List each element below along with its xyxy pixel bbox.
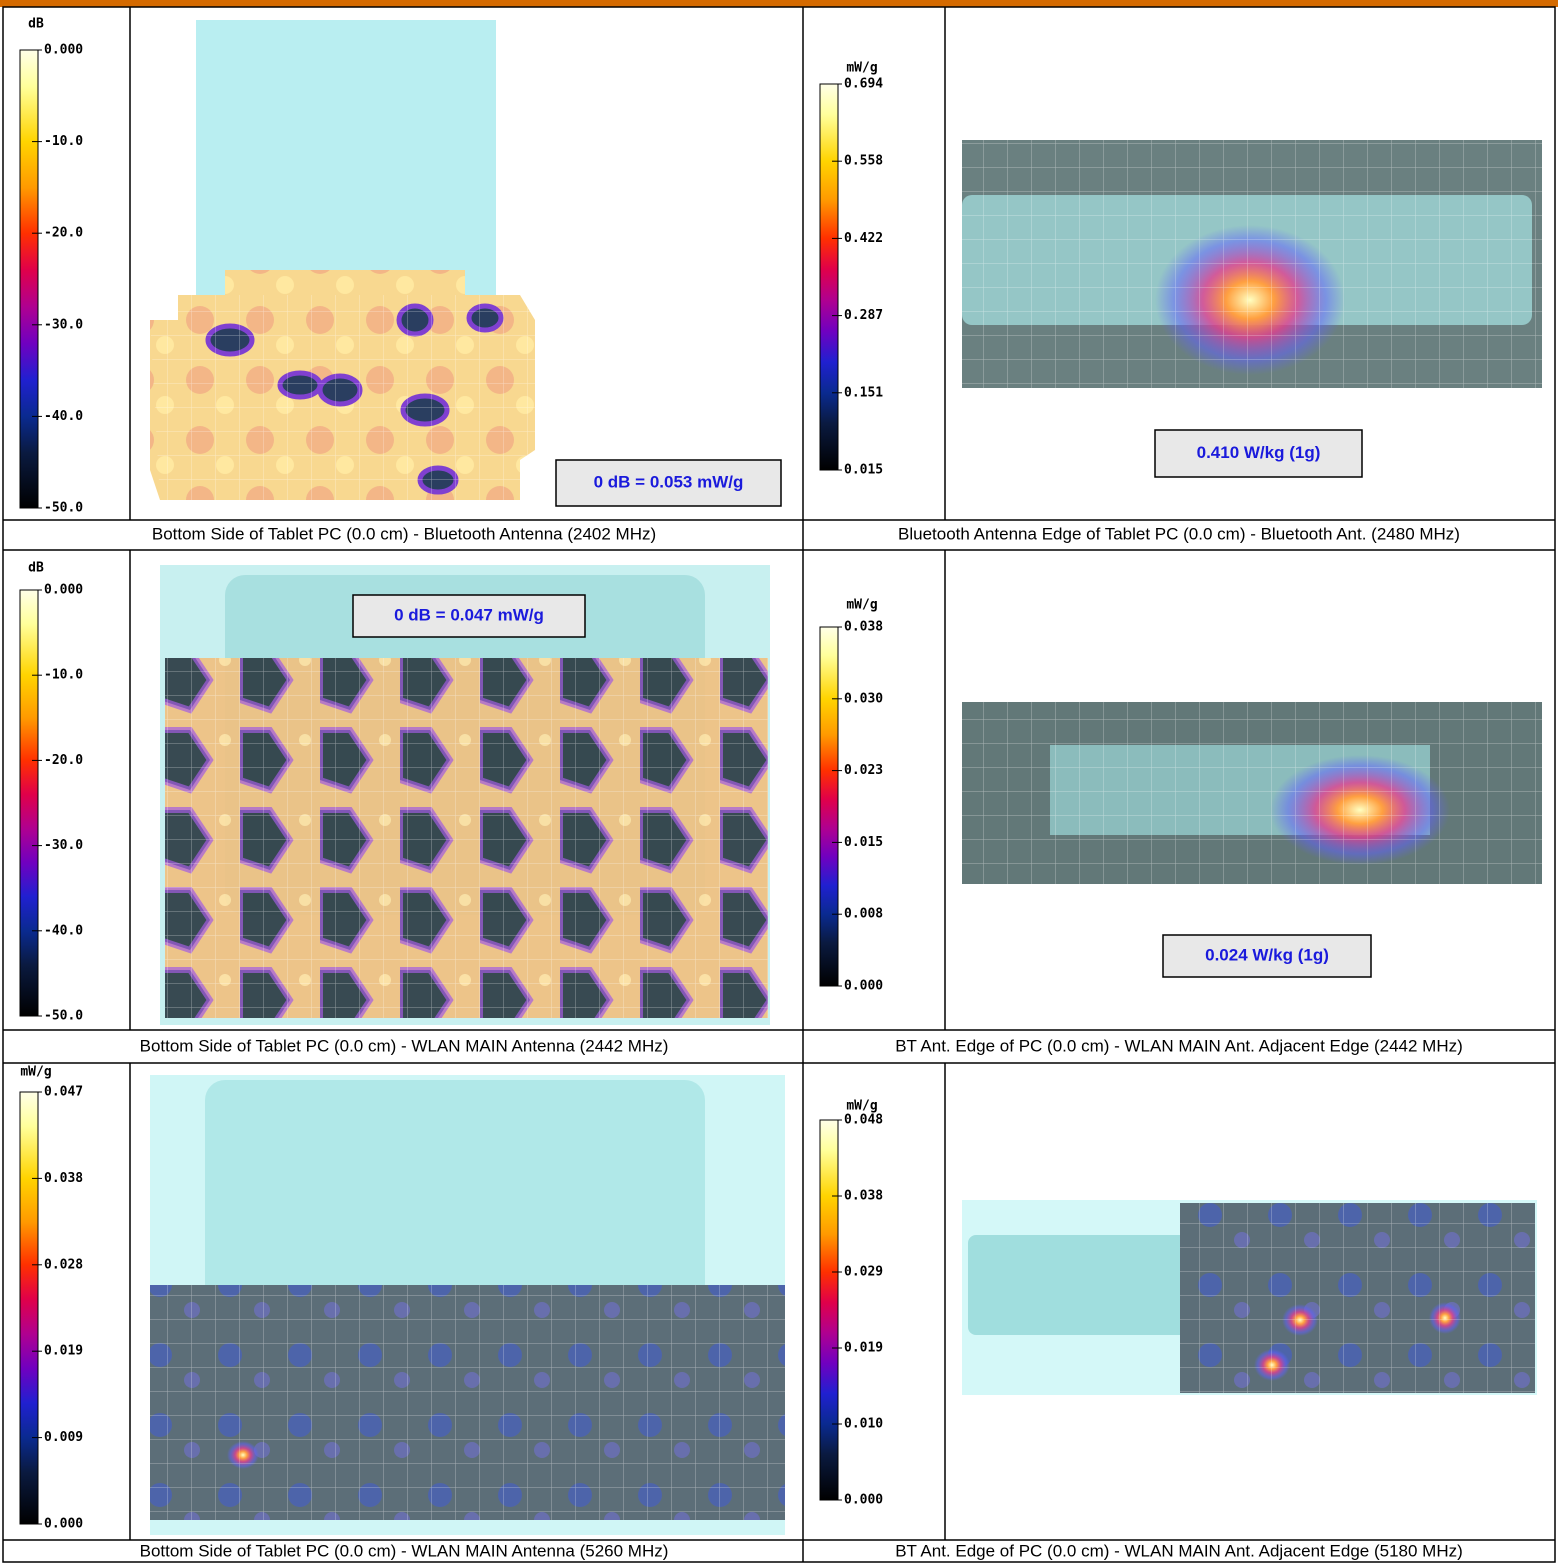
- scale-tick-label: -30.0: [44, 838, 83, 853]
- scale-tick-label: 0.000: [44, 583, 83, 598]
- scale-tick-label: -20.0: [44, 226, 83, 241]
- scale-tick-label: 0.000: [844, 979, 883, 994]
- scale-tick-label: 0.023: [844, 763, 883, 778]
- result-label: 0.024 W/kg (1g): [1205, 945, 1329, 964]
- scan-image: [962, 702, 1542, 884]
- scale-tick-label: -50.0: [44, 501, 83, 516]
- scale-tick-label: -10.0: [44, 134, 83, 149]
- caption: BT Ant. Edge of PC (0.0 cm) - WLAN MAIN …: [895, 1541, 1463, 1560]
- caption: Bottom Side of Tablet PC (0.0 cm) - WLAN…: [140, 1036, 669, 1055]
- scale-tick-label: 0.015: [844, 835, 883, 850]
- scale-tick-label: 0.151: [844, 385, 883, 400]
- scale-tick-label: 0.010: [844, 1417, 883, 1432]
- scale-tick-label: -50.0: [44, 1009, 83, 1024]
- scale-unit: mW/g: [20, 1065, 51, 1080]
- scale-tick-label: 0.019: [44, 1344, 83, 1359]
- scale-tick-label: 0.287: [844, 308, 883, 323]
- scan-image: [150, 20, 535, 500]
- caption: Bluetooth Antenna Edge of Tablet PC (0.0…: [898, 524, 1460, 543]
- scan-image: [962, 1200, 1537, 1395]
- scale-tick-label: 0.030: [844, 691, 883, 706]
- color-scale: [820, 1120, 838, 1500]
- sar-plot-sheet: dB0.000-10.0-20.0-30.0-40.0-50.00 dB = 0…: [0, 0, 1558, 1563]
- scale-tick-label: 0.694: [844, 77, 883, 92]
- scale-tick-label: -10.0: [44, 668, 83, 683]
- result-label: 0.410 W/kg (1g): [1197, 443, 1321, 462]
- scale-tick-label: 0.000: [844, 1493, 883, 1508]
- color-scale: [20, 1092, 38, 1524]
- scale-tick-label: -30.0: [44, 317, 83, 332]
- color-scale: [20, 50, 38, 508]
- scale-tick-label: 0.028: [44, 1257, 83, 1272]
- scale-tick-label: 0.048: [844, 1113, 883, 1128]
- scale-tick-label: 0.019: [844, 1341, 883, 1356]
- caption: Bottom Side of Tablet PC (0.0 cm) - WLAN…: [140, 1541, 669, 1560]
- scan-image: [150, 1075, 785, 1535]
- top-bar: [0, 0, 1558, 7]
- scale-tick-label: 0.009: [44, 1430, 83, 1445]
- scale-tick-label: 0.000: [44, 43, 83, 58]
- scale-tick-label: 0.558: [844, 154, 883, 169]
- scale-tick-label: 0.038: [844, 620, 883, 635]
- scale-tick-label: 0.008: [844, 907, 883, 922]
- scale-tick-label: -20.0: [44, 753, 83, 768]
- scale-unit: mW/g: [846, 61, 877, 76]
- color-scale: [820, 627, 838, 986]
- page: {"panels": [ {"scale": {"unit": "dB", "t…: [0, 0, 1558, 1563]
- color-scale: [20, 590, 38, 1016]
- scale-tick-label: -40.0: [44, 409, 83, 424]
- scale-unit: dB: [28, 561, 44, 576]
- color-scale: [820, 84, 838, 470]
- scale-tick-label: 0.015: [844, 463, 883, 478]
- scale-unit: mW/g: [846, 598, 877, 613]
- scale-tick-label: 0.038: [44, 1171, 83, 1186]
- scale-tick-label: 0.000: [44, 1517, 83, 1532]
- scale-tick-label: 0.422: [844, 231, 883, 246]
- scale-unit: mW/g: [846, 1099, 877, 1114]
- scan-image: [962, 140, 1542, 388]
- caption: BT Ant. Edge of PC (0.0 cm) - WLAN MAIN …: [895, 1036, 1463, 1055]
- caption: Bottom Side of Tablet PC (0.0 cm) - Blue…: [152, 524, 656, 543]
- scale-tick-label: 0.038: [844, 1189, 883, 1204]
- result-label: 0 dB = 0.047 mW/g: [394, 605, 544, 624]
- result-label: 0 dB = 0.053 mW/g: [594, 472, 744, 491]
- scale-tick-label: 0.047: [44, 1085, 83, 1100]
- scale-unit: dB: [28, 17, 44, 32]
- scale-tick-label: -40.0: [44, 923, 83, 938]
- scale-tick-label: 0.029: [844, 1265, 883, 1280]
